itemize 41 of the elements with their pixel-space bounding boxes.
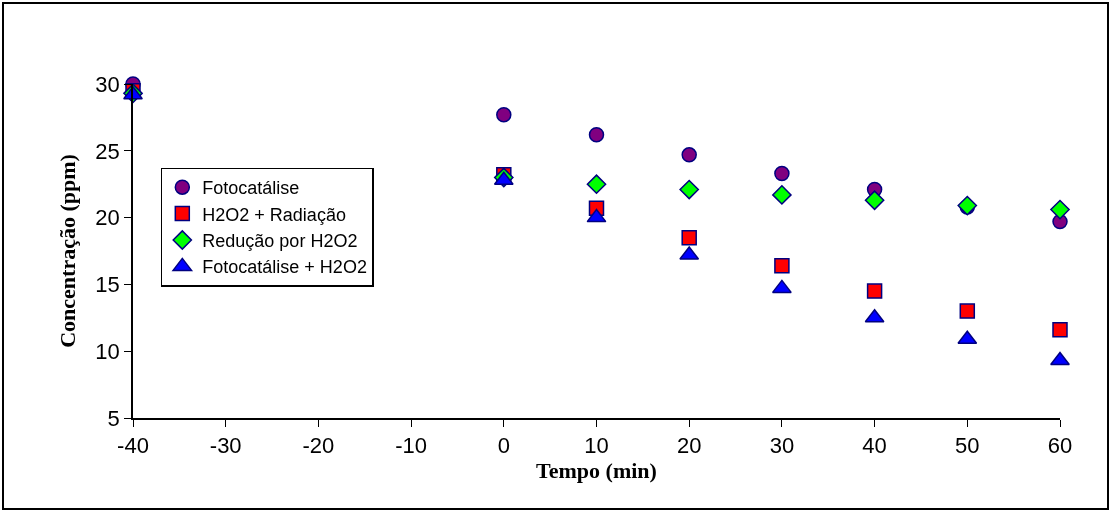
y-axis-title: Concentração (ppm) [54, 154, 80, 348]
point [1050, 351, 1070, 366]
x-tick-label: -20 [302, 433, 335, 459]
x-tick-label: -10 [395, 433, 427, 459]
point [496, 106, 512, 123]
y-tick-label: 20 [95, 205, 120, 231]
point [864, 190, 885, 211]
point [588, 127, 605, 143]
point [957, 195, 978, 216]
y-tick-label: 15 [95, 272, 120, 298]
x-tick-label: 10 [584, 433, 609, 459]
point [681, 229, 697, 246]
x-tick-label: 20 [676, 433, 702, 459]
point [586, 208, 607, 223]
point [679, 179, 700, 200]
legend-label: H2O2 + Radiação [202, 204, 346, 225]
y-tick-label: 5 [107, 405, 120, 431]
point [959, 303, 976, 319]
x-tick-label: -30 [209, 433, 242, 459]
x-axis-title: Tempo (min) [536, 458, 657, 484]
point [774, 165, 790, 182]
x-tick-label: -40 [117, 433, 149, 459]
legend-label: Redução por H2O2 [202, 231, 358, 252]
point [866, 283, 883, 299]
y-tick-label: 25 [95, 138, 120, 164]
x-tick-label: 0 [497, 433, 510, 459]
x-tick-label: 30 [769, 433, 795, 459]
point [681, 147, 697, 163]
y-tick-label: 30 [95, 71, 120, 97]
legend-label: Fotocatálise [202, 178, 300, 199]
point [586, 174, 607, 195]
point [772, 185, 792, 205]
x-tick-label: 60 [1047, 433, 1073, 459]
point [1050, 199, 1070, 220]
point [774, 257, 790, 274]
y-tick-label: 10 [95, 338, 120, 364]
point [1052, 322, 1068, 338]
legend-label: Fotocatálise + H2O2 [202, 257, 367, 278]
point [771, 279, 792, 294]
x-tick-label: 40 [862, 433, 887, 459]
x-tick-label: 50 [955, 433, 980, 459]
